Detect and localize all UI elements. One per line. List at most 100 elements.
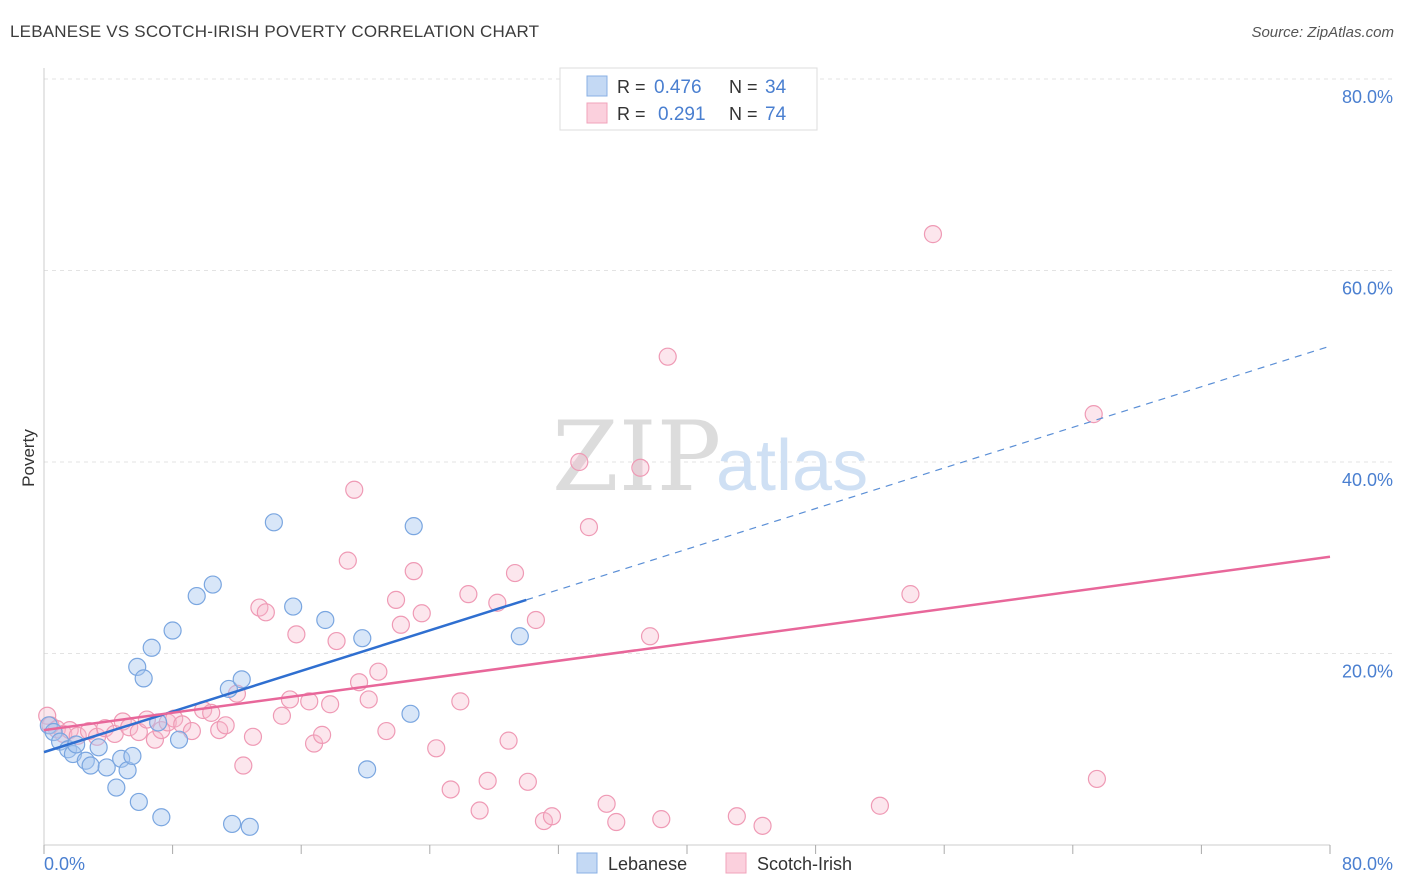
lebanese-point [353, 629, 372, 648]
scotch-irish-point [597, 794, 616, 813]
scotch-irish-point [579, 518, 599, 537]
scotch-irish-point [300, 692, 319, 711]
scotch-irish-point [870, 796, 890, 815]
y-tick-label: 60.0% [1342, 279, 1393, 299]
y-axis-label: Poverty [19, 429, 38, 487]
scotch-irish-point [1084, 405, 1103, 424]
scotch-irish-point [359, 690, 378, 709]
scotch-irish-point [280, 690, 300, 709]
lebanese-point [358, 760, 377, 779]
scotch-irish-point [345, 480, 364, 499]
scotch-irish-points [38, 225, 1107, 835]
legend-r-label-scotch-irish: R = [617, 104, 651, 124]
lebanese-point [134, 669, 153, 688]
scotch-irish-point [727, 807, 746, 826]
lebanese-point [142, 638, 161, 657]
watermark-zip: ZIP [552, 401, 721, 513]
lebanese-point [169, 730, 189, 749]
scotch-irish-point [182, 721, 201, 741]
y-tick-label: 40.0% [1342, 470, 1393, 490]
y-tick-label: 20.0% [1342, 662, 1393, 682]
lebanese-point [510, 627, 529, 646]
axis-layer [43, 68, 1331, 854]
scotch-irish-point [505, 563, 525, 583]
grid-layer [44, 78, 1395, 654]
scotch-irish-point [526, 610, 545, 630]
scotch-irish-point [441, 780, 460, 799]
trend-lines [43, 345, 1331, 754]
scotch-irish-point [499, 731, 518, 750]
legend-r-value-scotch-irish: 0.291 [658, 104, 706, 125]
lebanese-point [187, 586, 206, 606]
legend-n-value-scotch-irish: 74 [765, 104, 787, 125]
scotch-irish-point [901, 585, 920, 604]
lebanese-point [123, 746, 142, 766]
scotch-irish-point [640, 627, 660, 646]
scotch-irish-point [459, 585, 478, 604]
scotch-irish-point [216, 716, 235, 735]
scotch-irish-point [256, 603, 275, 622]
bottom-legend: Lebanese Scotch-Irish [576, 852, 852, 874]
lebanese-point [404, 517, 423, 536]
lebanese-point [118, 761, 137, 780]
lebanese-point [128, 657, 147, 677]
lebanese-point [203, 575, 222, 594]
scotch-irish-point [542, 807, 562, 826]
scotch-irish-point [923, 225, 943, 244]
scotch-irish-point [753, 816, 772, 835]
scotch-irish-point [272, 706, 292, 725]
scotch-irish-point [386, 590, 406, 609]
legend-n-value-lebanese: 34 [765, 77, 787, 98]
lebanese-point [152, 808, 171, 827]
lebanese-point [316, 610, 335, 630]
scotch-irish-point [427, 739, 446, 758]
scotch-irish-point [412, 604, 431, 623]
scotch-irish-point [321, 695, 340, 714]
y-tick-label: 80.0% [1342, 87, 1393, 107]
lebanese-point [81, 756, 100, 775]
lebanese-point [401, 704, 420, 723]
lebanese-point [112, 749, 131, 768]
scotch-irish-point [173, 715, 192, 734]
scotch-irish-point [234, 756, 253, 775]
scotch-irish-point [369, 662, 388, 681]
scotch-irish-point [607, 812, 626, 832]
lebanese-point [264, 513, 283, 532]
scotch-irish-point [518, 772, 537, 791]
scotch-irish-point [451, 692, 470, 711]
bottom-legend-swatch-lebanese [576, 852, 598, 874]
bottom-legend-label-lebanese: Lebanese [608, 854, 687, 874]
scotch-irish-trend-line [43, 555, 1331, 732]
scotch-irish-point [404, 562, 423, 581]
legend-r-value-lebanese: 0.476 [654, 77, 702, 98]
lebanese-trend-line [43, 598, 527, 754]
lebanese-point [240, 817, 259, 836]
scotch-irish-point [391, 615, 410, 634]
scotch-irish-point [145, 730, 165, 749]
legend-n-label-scotch-irish: N = [729, 104, 763, 124]
scotch-irish-point [658, 347, 677, 366]
legend-swatch-lebanese [586, 75, 608, 97]
scotch-irish-point [243, 727, 263, 746]
scotch-irish-point [631, 458, 650, 477]
scotch-irish-point [478, 771, 497, 790]
top-legend: R = 0.476 N = 34 R = 0.291 N = 74 [559, 67, 818, 131]
scotch-irish-point [287, 625, 306, 644]
lebanese-point [129, 792, 148, 812]
bottom-legend-swatch-scotch-irish [725, 852, 747, 874]
scotch-irish-point [470, 801, 489, 820]
scotch-irish-point [652, 810, 671, 829]
chart-source: Source: ZipAtlas.com [1251, 24, 1394, 41]
scotch-irish-point [327, 631, 346, 651]
lebanese-trend-extension [526, 345, 1331, 601]
legend-r-label-lebanese: R = [617, 77, 651, 97]
x-tick-label: 80.0% [1342, 854, 1393, 874]
lebanese-point [222, 814, 242, 834]
lebanese-point [97, 758, 116, 777]
legend-n-label-lebanese: N = [729, 77, 763, 97]
watermark: ZIP atlas [552, 401, 868, 513]
x-tick-label: 0.0% [44, 854, 85, 874]
lebanese-point [89, 738, 108, 757]
scotch-irish-point [377, 721, 396, 741]
